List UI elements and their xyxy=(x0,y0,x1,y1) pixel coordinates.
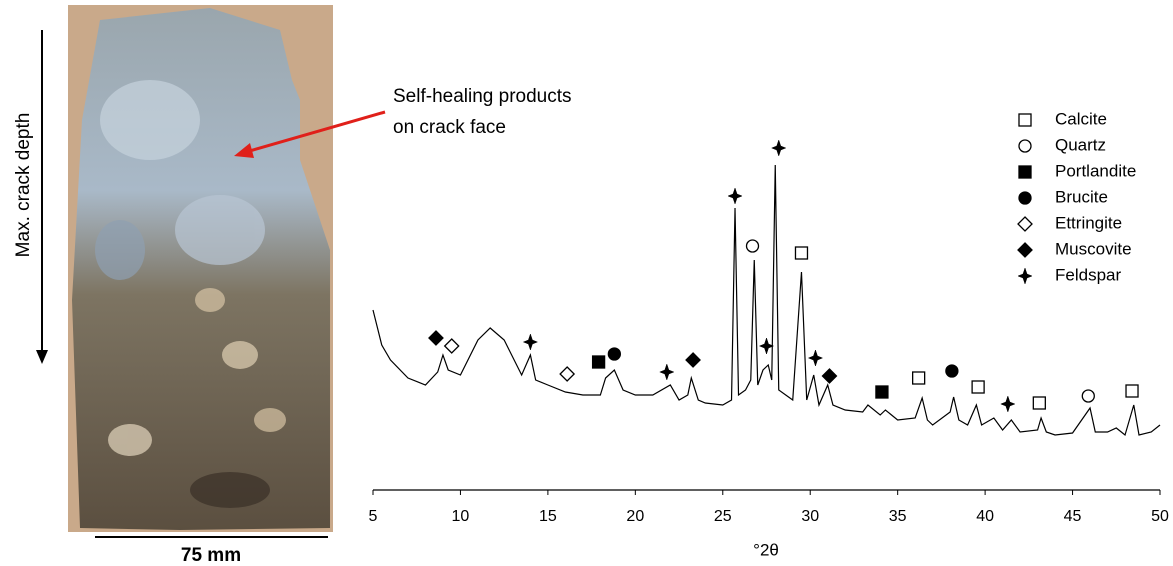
legend-marker xyxy=(1017,242,1033,258)
legend-label: Brucite xyxy=(1055,187,1108,206)
legend-label: Quartz xyxy=(1055,135,1106,154)
phase-marker xyxy=(559,366,576,382)
legend-marker xyxy=(1017,216,1033,232)
phase-marker xyxy=(1032,396,1046,410)
phase-marker xyxy=(912,371,926,385)
legend-marker xyxy=(1017,267,1033,285)
annotation-line: on crack face xyxy=(393,117,506,138)
legend-marker xyxy=(1018,165,1032,179)
legend-marker xyxy=(1018,191,1032,205)
x-tick-label: 50 xyxy=(1151,508,1169,525)
x-tick-label: 45 xyxy=(1064,508,1082,525)
phase-marker xyxy=(1081,389,1095,403)
legend-label: Ettringite xyxy=(1055,213,1122,232)
phase-marker xyxy=(443,338,460,354)
phase-marker xyxy=(607,347,621,361)
legend-label: Feldspar xyxy=(1055,265,1121,284)
xrd-pattern xyxy=(372,164,1161,437)
legend-label: Portlandite xyxy=(1055,161,1136,180)
phase-marker xyxy=(945,364,959,378)
x-tick-label: 25 xyxy=(714,508,732,525)
phase-marker xyxy=(807,349,824,367)
x-tick-label: 10 xyxy=(452,508,470,525)
phase-marker xyxy=(821,368,838,384)
x-tick-label: 40 xyxy=(976,508,994,525)
legend-marker xyxy=(1018,113,1032,127)
phase-marker xyxy=(659,363,675,381)
legend-marker xyxy=(1018,139,1032,153)
legend-label: Calcite xyxy=(1055,109,1107,128)
annotation-line: Self-healing products xyxy=(393,86,572,107)
phase-marker xyxy=(685,352,701,368)
x-tick-label: 5 xyxy=(369,508,378,525)
phase-marker xyxy=(1000,395,1016,413)
phase-marker xyxy=(522,333,539,351)
x-tick-label: 15 xyxy=(539,508,557,525)
rock-texture xyxy=(95,80,286,508)
phase-marker xyxy=(875,385,889,399)
legend-label: Muscovite xyxy=(1055,239,1132,258)
x-axis-label: °2θ xyxy=(753,540,779,559)
annotation-arrow xyxy=(245,110,386,154)
phase-marker xyxy=(1125,384,1139,398)
phase-marker xyxy=(771,139,787,157)
phase-marker xyxy=(745,239,760,253)
phase-marker xyxy=(428,330,444,346)
phase-marker xyxy=(794,246,809,260)
depth-label: Max. crack depth xyxy=(13,113,34,258)
phase-marker xyxy=(758,337,775,355)
phase-marker xyxy=(971,380,985,394)
x-tick-label: 35 xyxy=(889,508,907,525)
annotation-arrowhead xyxy=(234,143,254,158)
phase-marker xyxy=(591,355,606,369)
scale-label: 75 mm xyxy=(181,545,241,566)
x-tick-label: 20 xyxy=(626,508,644,525)
phase-marker xyxy=(727,187,743,205)
x-tick-label: 30 xyxy=(801,508,819,525)
depth-arrowhead xyxy=(36,350,48,364)
